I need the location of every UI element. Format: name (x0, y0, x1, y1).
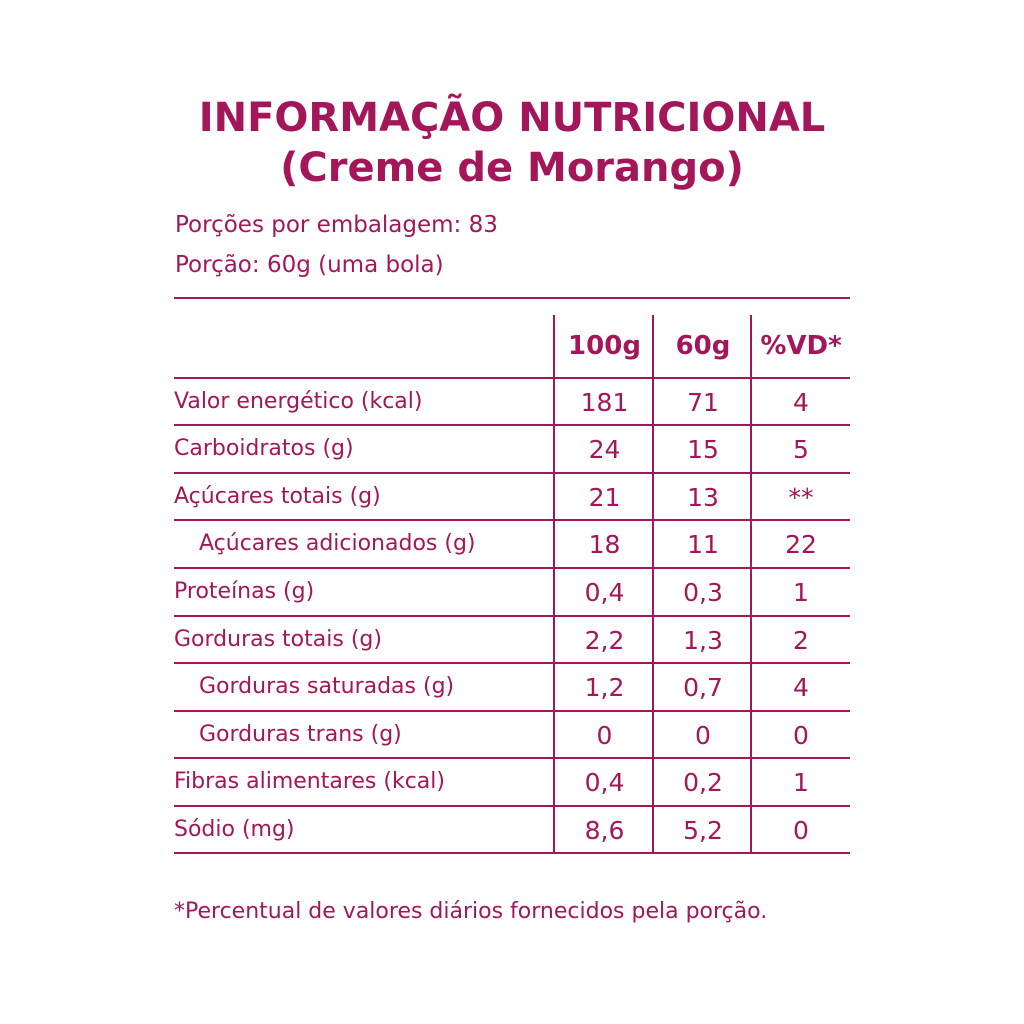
value-100g: 1,2 (584, 673, 625, 702)
nutrient-label: Gorduras saturadas (g) (199, 674, 455, 699)
title-line-2: (Creme de Morango) (280, 145, 744, 191)
value-vd: 0 (793, 816, 809, 845)
row-rule (174, 519, 850, 521)
value-60g: 71 (687, 388, 719, 417)
column-divider (652, 315, 654, 853)
row-rule (174, 424, 850, 426)
value-100g: 0 (596, 721, 613, 750)
header-vd: %VD* (760, 331, 842, 361)
value-60g: 0,3 (683, 578, 723, 607)
row-rule (174, 377, 850, 379)
table-row: Carboidratos (g) 24 15 5 (174, 425, 850, 472)
column-divider (553, 315, 555, 853)
value-100g: 181 (580, 388, 629, 417)
value-60g: 15 (687, 435, 719, 464)
table-row: Gorduras totais (g) 2,2 1,3 2 (174, 616, 850, 663)
title-line-1: INFORMAÇÃO NUTRICIONAL (198, 95, 826, 141)
table-row: Gorduras trans (g) 0 0 0 (174, 711, 850, 758)
table-row: Açúcares totais (g) 21 13 ** (174, 473, 850, 520)
nutrient-label: Fibras alimentares (kcal) (174, 769, 445, 794)
value-100g: 8,6 (584, 816, 625, 845)
value-vd: ** (788, 483, 814, 512)
value-100g: 18 (588, 530, 621, 559)
row-rule (174, 567, 850, 569)
table-row: Açúcares adicionados (g) 18 11 22 (174, 520, 850, 567)
nutrient-label: Gorduras totais (g) (174, 627, 382, 652)
value-vd: 4 (793, 673, 809, 702)
row-rule (174, 805, 850, 807)
value-vd: 2 (793, 626, 809, 655)
header-60g: 60g (675, 331, 731, 361)
nutrient-label: Carboidratos (g) (174, 436, 354, 461)
table-row: Sódio (mg) 8,6 5,2 0 (174, 806, 850, 853)
value-60g: 1,3 (683, 626, 723, 655)
nutrient-label: Sódio (mg) (174, 817, 295, 842)
value-60g: 0,7 (683, 673, 723, 702)
value-vd: 1 (793, 768, 809, 797)
value-60g: 13 (687, 483, 719, 512)
table-row: Fibras alimentares (kcal) 0,4 0,2 1 (174, 758, 850, 805)
value-100g: 0,4 (584, 578, 625, 607)
value-vd: 22 (785, 530, 817, 559)
header-row: 100g 60g %VD* (174, 315, 850, 362)
nutrient-label: Proteínas (g) (174, 579, 315, 604)
value-vd: 4 (793, 388, 809, 417)
row-rule (174, 757, 850, 759)
top-rule (174, 297, 850, 299)
row-rule (174, 615, 850, 617)
value-100g: 21 (588, 483, 621, 512)
row-rule (174, 710, 850, 712)
table-row: Proteínas (g) 0,4 0,3 1 (174, 568, 850, 615)
value-60g: 0 (695, 721, 711, 750)
value-60g: 5,2 (683, 816, 723, 845)
footnote: *Percentual de valores diários fornecido… (174, 899, 768, 924)
serving-size: Porção: 60g (uma bola) (175, 252, 444, 278)
value-vd: 5 (793, 435, 809, 464)
value-60g: 11 (687, 530, 719, 559)
row-rule (174, 662, 850, 664)
header-100g: 100g (568, 331, 641, 361)
row-rule (174, 472, 850, 474)
nutrient-label: Gorduras trans (g) (199, 722, 402, 747)
table-row: Gorduras saturadas (g) 1,2 0,7 4 (174, 663, 850, 710)
column-divider (750, 315, 752, 853)
nutrient-label: Açúcares adicionados (g) (199, 531, 476, 556)
value-vd: 0 (793, 721, 809, 750)
row-rule (174, 852, 850, 854)
table-row: Valor energético (kcal) 181 71 4 (174, 378, 850, 425)
value-100g: 0,4 (584, 768, 625, 797)
value-100g: 24 (588, 435, 621, 464)
nutrient-label: Açúcares totais (g) (174, 484, 381, 509)
value-60g: 0,2 (683, 768, 723, 797)
value-vd: 1 (793, 578, 809, 607)
servings-per-package: Porções por embalagem: 83 (175, 212, 498, 238)
value-100g: 2,2 (584, 626, 625, 655)
nutrient-label: Valor energético (kcal) (174, 389, 423, 414)
